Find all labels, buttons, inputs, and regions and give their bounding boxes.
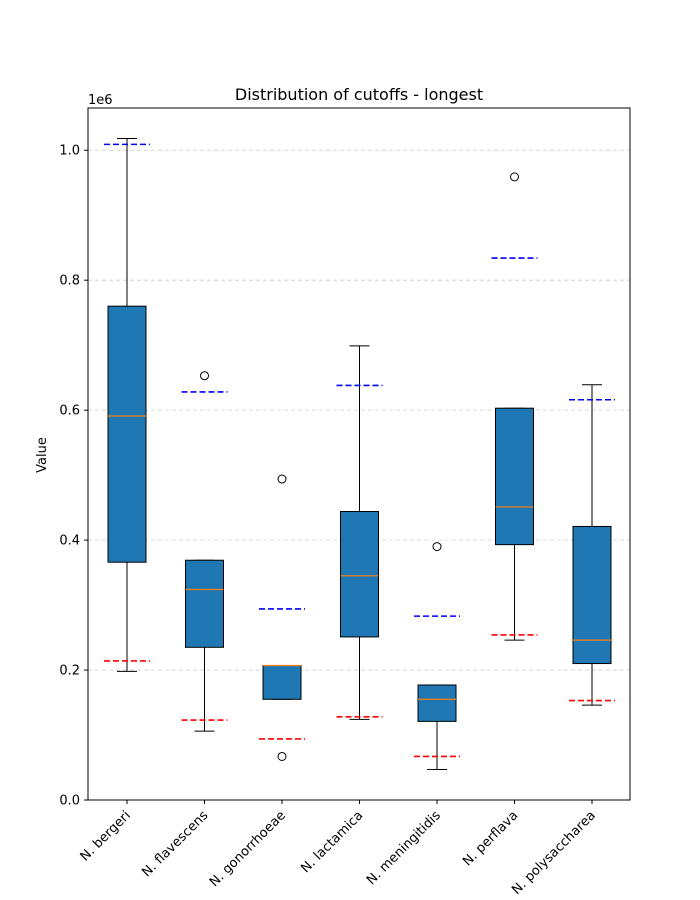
chart-title: Distribution of cutoffs - longest	[235, 85, 483, 104]
box-group	[491, 172, 538, 641]
outlier-point	[432, 542, 442, 552]
x-tick-label: N. meningitidis	[364, 808, 444, 888]
box-layer	[104, 138, 615, 770]
box-iqr	[262, 664, 302, 700]
outlier-point	[510, 172, 519, 182]
y-tick-label: 0.0	[59, 794, 80, 809]
box-iqr	[417, 684, 457, 722]
x-tick-label: N. polysaccharea	[509, 808, 599, 898]
y-axis-scale-label: 1e6	[88, 93, 113, 108]
box-iqr	[340, 511, 379, 638]
x-tick-label: N. gonorrhoeae	[207, 808, 289, 890]
x-tick-label: N. bergeri	[78, 808, 134, 864]
x-tick-label: N. lactamica	[298, 808, 366, 876]
outlier-point	[277, 474, 287, 484]
box-group	[259, 474, 305, 761]
box-group	[336, 345, 383, 720]
box-group	[414, 542, 460, 770]
box-iqr	[185, 559, 224, 648]
box-group	[104, 138, 150, 672]
y-tick-label: 0.8	[59, 274, 80, 289]
box-group	[569, 384, 615, 706]
box-group	[181, 371, 228, 732]
y-tick-label: 1.0	[59, 144, 80, 159]
y-axis-label: Value	[35, 437, 50, 473]
y-tick-label: 0.4	[59, 534, 80, 549]
y-tick-label: 0.2	[59, 664, 80, 679]
box-iqr	[495, 407, 534, 546]
box-iqr	[572, 525, 612, 665]
box-iqr	[107, 305, 147, 563]
y-tick-label: 0.6	[59, 404, 80, 419]
x-tick-label: N. perflava	[460, 808, 521, 869]
outlier-point	[200, 371, 209, 381]
outlier-point	[277, 751, 287, 761]
x-tick-label: N. flavescens	[139, 808, 211, 880]
